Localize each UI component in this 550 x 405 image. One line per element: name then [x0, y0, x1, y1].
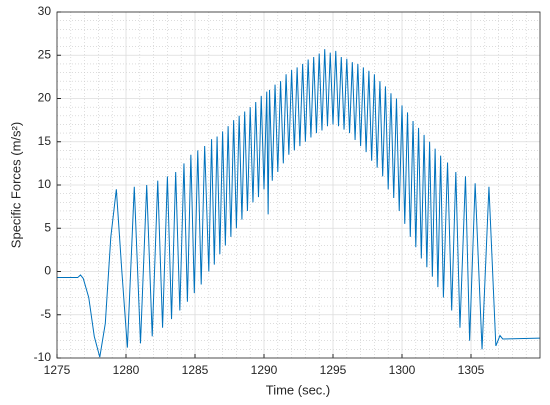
x-tick-label: 1280 — [113, 363, 140, 377]
y-tick-label: -10 — [34, 350, 52, 364]
y-tick-label: 5 — [44, 220, 51, 234]
x-tick-label: 1305 — [458, 363, 485, 377]
y-tick-label: 25 — [38, 47, 52, 61]
x-tick-label: 1295 — [320, 363, 347, 377]
x-tick-label: 1275 — [44, 363, 71, 377]
y-tick-label: 20 — [38, 91, 52, 105]
x-axis-label: Time (sec.) — [266, 382, 331, 397]
y-tick-label: 10 — [38, 177, 52, 191]
y-tick-label: -5 — [40, 307, 51, 321]
x-tick-label: 1300 — [389, 363, 416, 377]
axes-box — [56, 11, 541, 359]
y-tick-label: 30 — [38, 4, 52, 18]
x-tick-label: 1285 — [182, 363, 209, 377]
data-line — [57, 49, 541, 358]
y-tick-label: 0 — [44, 264, 51, 278]
x-tick-label: 1290 — [251, 363, 278, 377]
y-tick-label: 15 — [38, 134, 52, 148]
y-axis-label: Specific Forces (m/s²) — [8, 122, 23, 248]
